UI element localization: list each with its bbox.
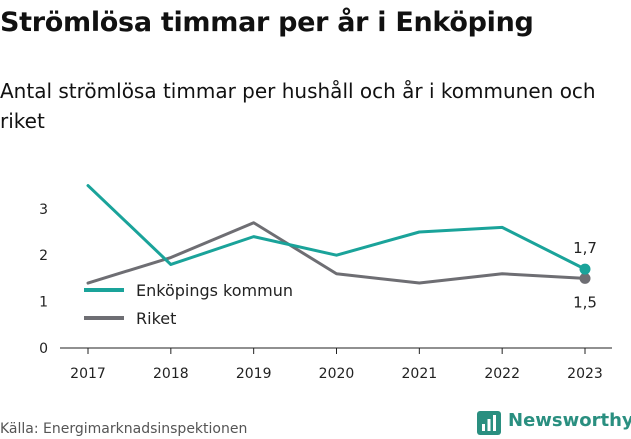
chart-end-labels: 1,5 1,7 <box>573 239 597 311</box>
chart-legend: Enköpings kommun Riket <box>84 281 293 328</box>
x-tick-label: 2020 <box>319 366 355 382</box>
series-line-0 <box>86 184 587 271</box>
y-tick-label: 3 <box>39 202 48 218</box>
newsworthy-icon <box>477 411 501 435</box>
x-tick-label: 2018 <box>153 366 189 382</box>
x-tick-label: 2019 <box>236 366 272 382</box>
chart-axes: 2017 2018 2019 2020 2021 2022 2023 0 1 2 3 <box>39 202 612 382</box>
x-tick-label: 2021 <box>402 366 438 382</box>
series-end-label-0: 1,7 <box>573 239 597 257</box>
y-tick-label: 0 <box>39 341 48 357</box>
series-end-label-1: 1,5 <box>573 293 597 311</box>
chart-subtitle: Antal strömlösa timmar per hushåll och å… <box>0 79 596 133</box>
legend-label-1: Riket <box>136 309 176 328</box>
x-tick-label: 2023 <box>567 366 603 382</box>
series-line-1 <box>86 221 587 285</box>
legend-label-0: Enköpings kommun <box>136 281 293 300</box>
x-tick-label: 2022 <box>484 366 520 382</box>
chart-lines <box>86 184 591 285</box>
series-end-point-1 <box>579 272 591 284</box>
y-tick-label: 1 <box>39 295 48 311</box>
chart-title: Strömlösa timmar per år i Enköping <box>0 7 534 38</box>
series-end-point-0 <box>579 263 591 275</box>
source-note: Källa: Energimarknadsinspektionen <box>0 421 248 437</box>
x-tick-label: 2017 <box>70 366 106 382</box>
y-tick-label: 2 <box>39 248 48 264</box>
logo-text: Newsworthy <box>508 410 631 431</box>
